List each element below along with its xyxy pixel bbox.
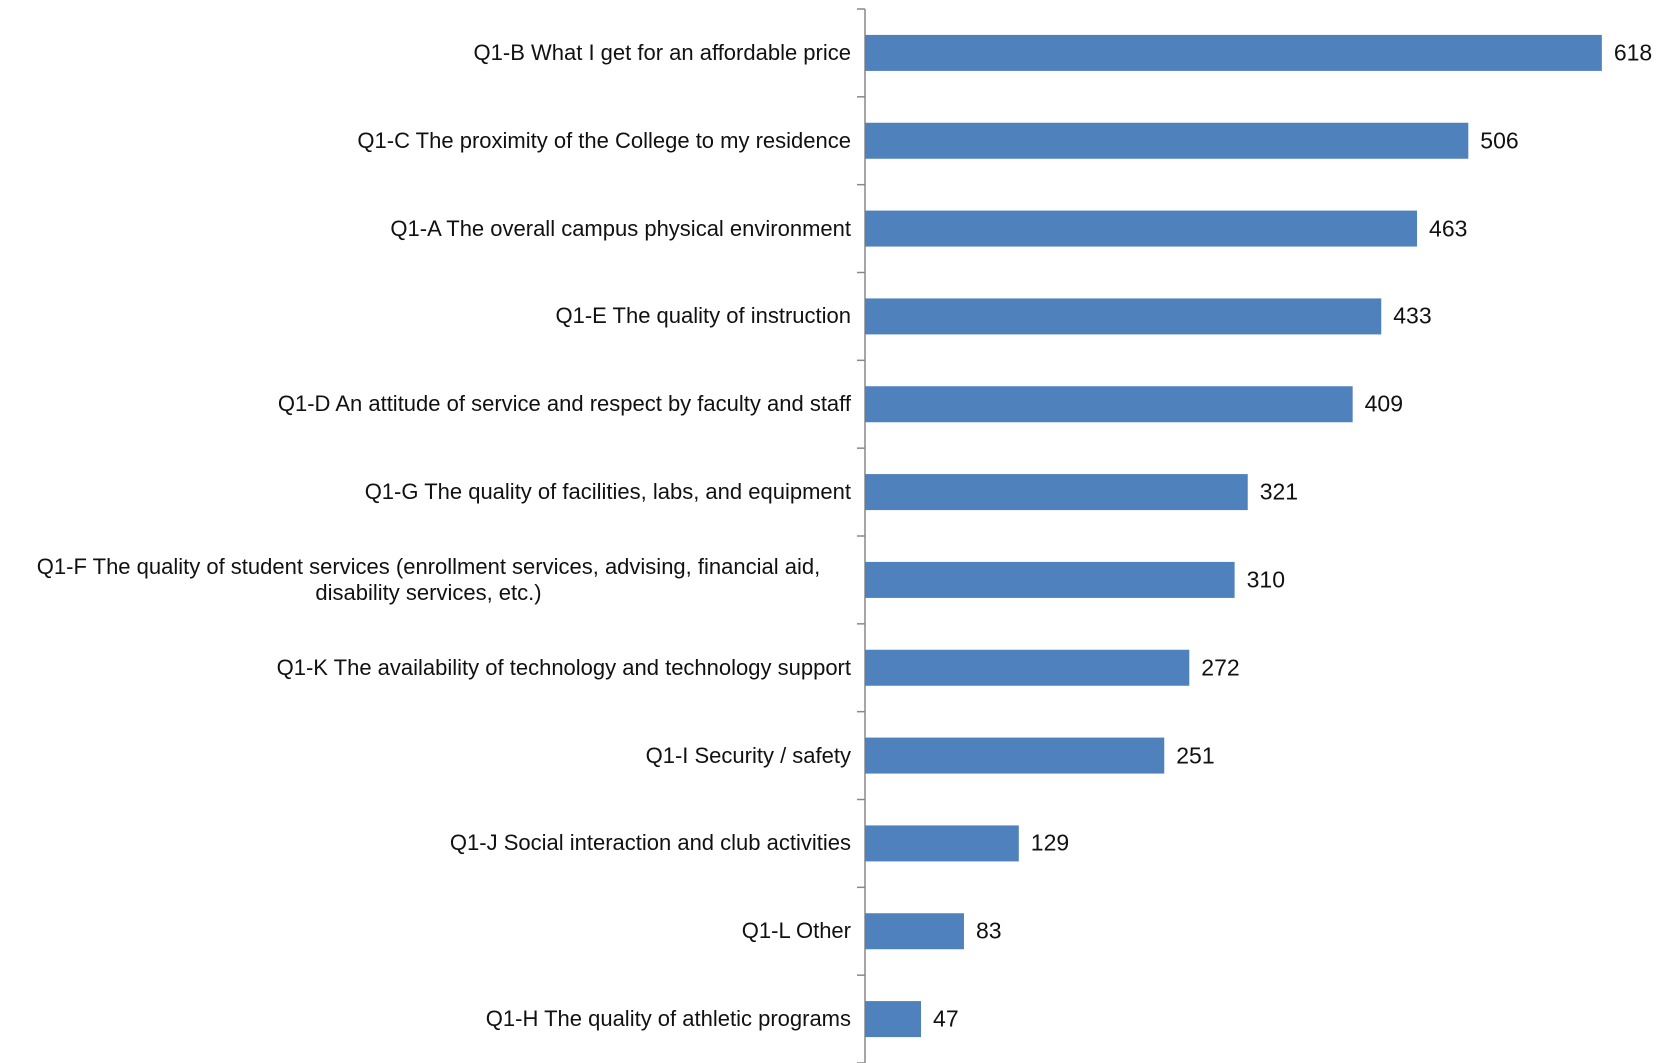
category-label-text: Q1-E The quality of instruction	[555, 303, 851, 329]
category-label-text: Q1-L Other	[741, 918, 851, 944]
category-label: Q1-E The quality of instruction	[6, 273, 851, 361]
bar	[865, 386, 1353, 423]
value-label: 409	[1365, 391, 1403, 418]
value-label-text: 409	[1364, 390, 1404, 417]
value-label-text: 251	[1176, 742, 1215, 769]
value-label-text: 83	[975, 917, 1002, 944]
category-label-text: Q1-D An attitude of service and respect …	[277, 391, 851, 417]
value-label-text: 129	[1030, 829, 1070, 856]
bar	[865, 122, 1469, 159]
value-label-text: 433	[1393, 302, 1432, 329]
category-label: Q1-G The quality of facilities, labs, an…	[6, 448, 851, 536]
value-label: 251	[1176, 742, 1214, 769]
category-label: Q1-B What I get for an affordable price	[6, 9, 851, 97]
category-label: Q1-K The availability of technology and …	[6, 624, 851, 712]
category-label: Q1-I Security / safety	[6, 712, 851, 800]
value-label: 433	[1393, 303, 1431, 330]
category-label-text: Q1-I Security / safety	[645, 742, 851, 768]
value-label-text: 463	[1429, 215, 1468, 242]
bar	[865, 561, 1235, 598]
category-label: Q1-A The overall campus physical environ…	[6, 185, 851, 273]
bar	[865, 737, 1165, 774]
bar	[865, 913, 964, 950]
category-label: Q1-H The quality of athletic programs	[6, 975, 851, 1063]
value-label-text: 272	[1201, 654, 1240, 681]
category-label-text: Q1-A The overall campus physical environ…	[390, 215, 851, 241]
category-label-text: Q1-J Social interaction and club activit…	[449, 830, 851, 856]
value-label: 47	[933, 1006, 959, 1033]
category-label-text: Q1-H The quality of athletic programs	[485, 1006, 851, 1032]
value-label: 506	[1480, 127, 1518, 154]
bar	[865, 1001, 922, 1038]
value-label: 321	[1260, 479, 1298, 506]
category-label-text: Q1-B What I get for an affordable price	[473, 39, 851, 65]
category-label: Q1-F The quality of student services (en…	[6, 536, 851, 624]
value-label: 129	[1031, 830, 1069, 857]
value-label: 310	[1247, 566, 1285, 593]
value-label: 463	[1429, 215, 1467, 242]
category-label-text: Q1-G The quality of facilities, labs, an…	[364, 479, 851, 505]
value-label-text: 618	[1613, 39, 1653, 66]
value-label: 618	[1614, 39, 1652, 66]
category-label-text: Q1-F The quality of student services (en…	[36, 553, 821, 605]
category-label: Q1-J Social interaction and club activit…	[6, 800, 851, 888]
category-label-text: Q1-K The availability of technology and …	[276, 654, 851, 680]
category-label: Q1-D An attitude of service and respect …	[6, 360, 851, 448]
bar	[865, 474, 1248, 511]
bar	[865, 298, 1382, 335]
category-label: Q1-L Other	[6, 887, 851, 975]
value-label: 272	[1201, 654, 1239, 681]
value-label-text: 321	[1259, 478, 1299, 505]
value-label-text: 47	[933, 1005, 959, 1032]
bar	[865, 34, 1602, 71]
value-label: 83	[976, 918, 1002, 945]
bar	[865, 649, 1190, 686]
value-label-text: 310	[1246, 566, 1285, 593]
category-label-text: Q1-C The proximity of the College to my …	[357, 127, 851, 153]
category-label: Q1-C The proximity of the College to my …	[6, 97, 851, 185]
value-label-text: 506	[1480, 127, 1519, 154]
bar	[865, 825, 1019, 862]
bar	[865, 210, 1418, 247]
